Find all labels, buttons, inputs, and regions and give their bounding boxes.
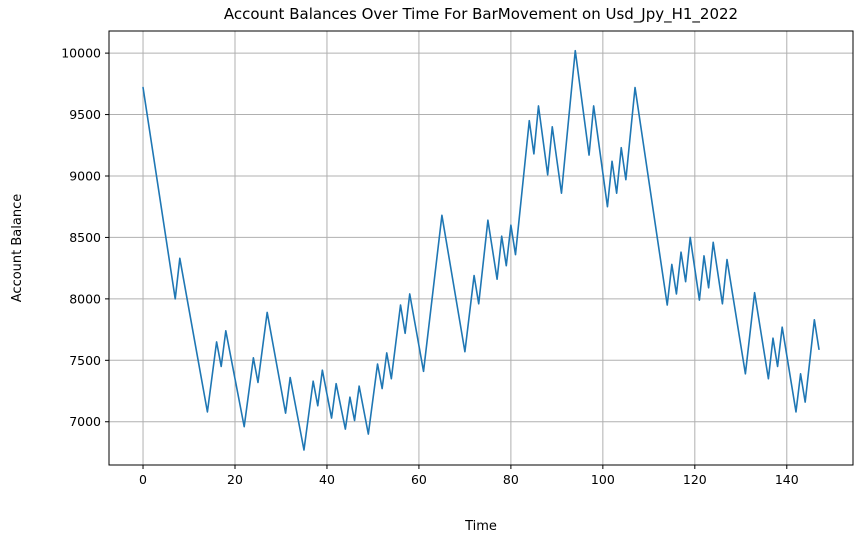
axis-ticks: 0 20 40 60 80 100 120 140 7000 7500 8000 8500 9000 95… [61,46,799,487]
grid-lines [109,31,853,465]
y-tick-label: 8000 [69,291,101,306]
y-tick-label: 9000 [69,168,101,183]
x-tick-label: 60 [411,472,427,487]
y-axis-label: Account Balance [10,194,25,302]
y-tick-label: 7000 [69,414,101,429]
plot-frame [108,30,854,466]
x-tick-label: 20 [227,472,243,487]
y-tick-label: 9500 [69,107,101,122]
y-tick-label: 7500 [69,353,101,368]
x-tick-label: 140 [775,472,799,487]
chart-title: Account Balances Over Time For BarMoveme… [224,5,738,24]
x-tick-label: 100 [591,472,615,487]
x-tick-label: 80 [503,472,519,487]
x-tick-label: 120 [683,472,707,487]
x-tick-label: 0 [139,472,147,487]
x-axis-label: Time [464,519,497,534]
series-line-layer [142,49,820,451]
y-tick-label: 8500 [69,230,101,245]
x-tick-label: 40 [319,472,335,487]
series-line [142,49,820,451]
y-tick-label: 10000 [61,46,101,61]
